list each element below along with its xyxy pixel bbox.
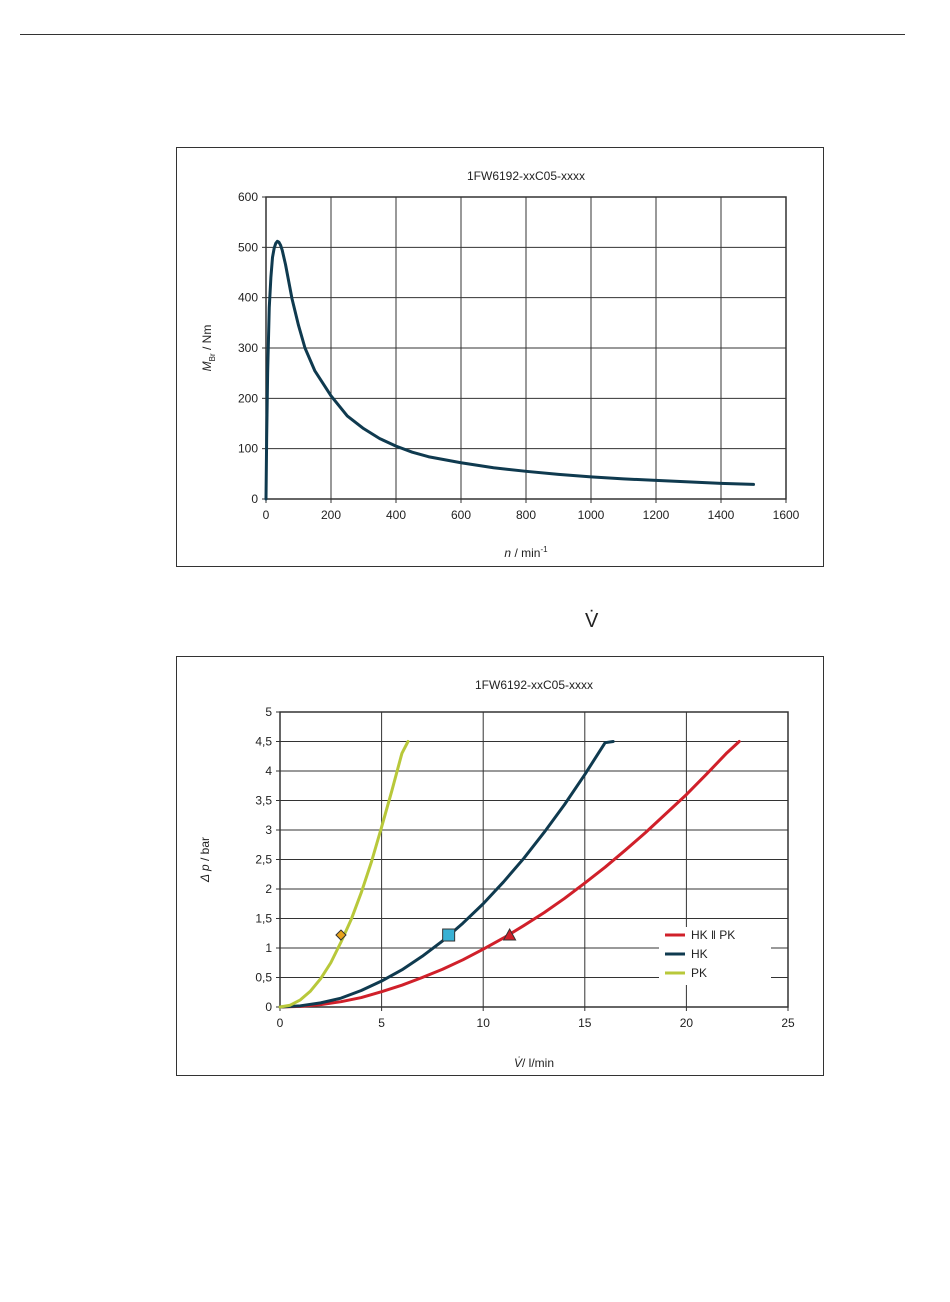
y-tick-label: 600 [238,190,258,204]
legend-box [659,927,771,985]
x-tick-label: 10 [477,1016,491,1030]
legend-entry: HK [691,947,708,961]
y-tick-label: 0 [251,492,258,506]
plot-border [279,711,789,1008]
x-axis-label: n / min-1 [504,545,548,560]
series-line-pk [278,740,410,1009]
y-tick-label: 1,5 [255,912,272,926]
y-axis-label: MBr / Nm [200,325,217,372]
pressure-flow-chart: 1FW6192-xxC05-xxxx 0 5 10 15 20 25 0 0,5 1 1,5 2 2,5… [176,656,824,1076]
y-tick-label: 0,5 [255,971,272,985]
orphan-vdot-symbol: V̇ [585,610,599,632]
series-line [264,239,755,501]
page-top-rule [20,34,905,35]
y-tick-label: 100 [238,442,258,456]
legend-entry: HK ‖ PK [691,928,735,942]
x-tick-label: 20 [680,1016,694,1030]
x-tick-label: 400 [386,508,406,522]
y-tick-label: 1 [265,941,272,955]
y-tick-label: 3 [265,823,272,837]
triangle-marker [502,927,517,941]
series-line-hk-pk [278,740,741,1009]
x-tick-label: 0 [277,1016,284,1030]
y-tick-label: 400 [238,291,258,305]
x-tick-label: 1600 [773,508,800,522]
x-axis-label: V̇/ l/min [514,1056,554,1070]
y-tick-label: 0 [265,1000,272,1014]
torque-speed-chart: 1FW6192-xxC05-xxxx 0 200 400 600 800 1000 1200 1… [176,147,824,567]
square-marker [442,928,456,942]
x-tick-label: 15 [578,1016,592,1030]
x-tick-label: 1200 [643,508,670,522]
plot-border [265,196,787,500]
y-tick-label: 500 [238,240,258,254]
chart-title: 1FW6192-xxC05-xxxx [467,169,585,183]
pressure-flow-plot: 1FW6192-xxC05-xxxx 0 5 10 15 20 25 0 0,5 1 1,5 2 2,5… [198,678,795,1070]
y-tick-label: 200 [238,391,258,405]
x-tick-label: 5 [378,1016,385,1030]
y-tick-label: 2 [265,882,272,896]
x-tick-label: 1000 [578,508,605,522]
x-tick-label: 600 [451,508,471,522]
y-tick-label: 5 [265,705,272,719]
x-tick-label: 1400 [708,508,735,522]
x-tick-label: 25 [781,1016,795,1030]
chart-title: 1FW6192-xxC05-xxxx [475,678,593,692]
y-tick-label: 2,5 [255,853,272,867]
y-tick-label: 4,5 [255,735,272,749]
y-axis-label: Δ p / bar [198,837,212,883]
diamond-marker [335,929,347,941]
y-tick-label: 4 [265,764,272,778]
x-tick-label: 0 [263,508,270,522]
y-tick-label: 3,5 [255,794,272,808]
legend-entry: PK [691,966,707,980]
x-tick-label: 800 [516,508,536,522]
x-tick-label: 200 [321,508,341,522]
y-tick-label: 300 [238,341,258,355]
